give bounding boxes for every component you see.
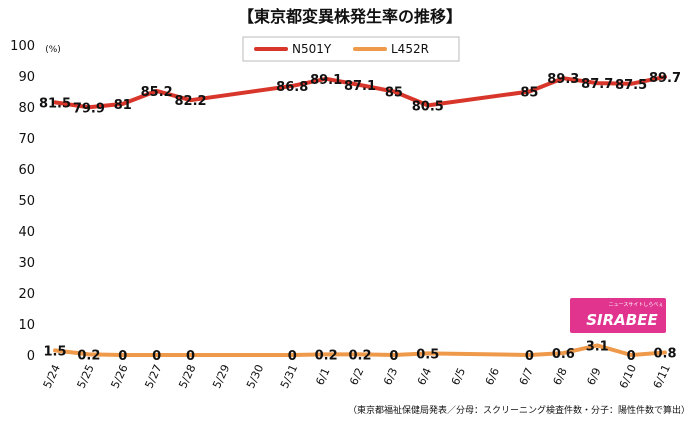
x-tick-label: 5/30: [244, 363, 266, 391]
chart-legend: N501Y L452R: [242, 36, 460, 62]
data-label: 0: [627, 349, 636, 364]
x-tick-label: 6/4: [415, 366, 434, 388]
data-label: 0.2: [348, 348, 371, 363]
logo-wordmark: SIRABEE: [586, 311, 658, 329]
data-label: 79.9: [73, 101, 105, 116]
data-label: 82.2: [175, 94, 207, 109]
logo-background: [570, 298, 666, 333]
data-label: 0.8: [653, 347, 676, 362]
data-label: 89.3: [547, 72, 579, 87]
data-label: 0: [186, 349, 195, 364]
x-tick-label: 5/27: [142, 363, 164, 391]
y-tick-label: 30: [18, 256, 35, 271]
x-tick-label: 6/5: [449, 366, 468, 388]
x-tick-label: 6/9: [584, 366, 603, 388]
x-tick-label: 6/6: [483, 366, 502, 388]
series-line-l452r: [53, 343, 667, 357]
x-tick-label: 6/1: [313, 366, 332, 388]
data-label: 87.1: [344, 79, 376, 94]
logo-tagline: ニュースサイトしらべぇ: [609, 302, 664, 308]
data-label: 80.5: [412, 99, 444, 114]
data-label: 0.6: [552, 347, 575, 362]
chart-title: 【東京都変異株発生率の推移】: [238, 7, 462, 26]
y-axis: 0 10 20 30 40 50 60 70 80 90 100: [10, 39, 35, 364]
data-label: 85: [520, 86, 538, 101]
sirabee-logo: ニュースサイトしらべぇ SIRABEE: [570, 298, 666, 333]
data-label: 85: [385, 86, 403, 101]
data-label: 0: [118, 349, 127, 364]
x-axis: 5/24 5/25 5/26 5/27 5/28 5/29 5/30 5/31 6/1 6/2 6/…: [41, 363, 673, 391]
x-tick-label: 5/29: [210, 363, 232, 391]
x-tick-label: 5/24: [41, 363, 63, 391]
data-label: 0.2: [315, 348, 338, 363]
y-tick-label: 10: [18, 318, 35, 333]
data-label: 3.1: [586, 339, 609, 354]
data-label: 0: [525, 349, 534, 364]
data-label: 0.5: [416, 347, 439, 362]
series-line-n501y: [53, 74, 667, 110]
x-tick-label: 6/8: [551, 366, 570, 388]
y-axis-unit: (%): [45, 45, 61, 55]
x-tick-label: 5/25: [75, 363, 97, 391]
y-tick-label: 70: [18, 132, 35, 147]
x-tick-label: 5/26: [108, 363, 130, 391]
x-tick-label: 6/3: [381, 366, 400, 388]
y-tick-label: 40: [18, 225, 35, 240]
data-label: 0: [288, 349, 297, 364]
chart-series: [53, 74, 667, 357]
x-tick-label: 5/28: [176, 363, 198, 391]
legend-label: L452R: [391, 42, 429, 56]
y-tick-label: 0: [27, 349, 35, 364]
x-tick-label: 5/31: [278, 363, 300, 391]
data-label: 0: [389, 349, 398, 364]
data-label: 89.7: [649, 71, 681, 86]
data-label: 1.5: [43, 344, 66, 359]
x-tick-label: 6/10: [617, 363, 639, 391]
data-label: 87.5: [615, 78, 647, 93]
data-label: 89.1: [310, 73, 342, 88]
y-tick-label: 90: [18, 70, 35, 85]
data-labels: 81.5 79.9 81 85.282.2 86.8 89.1 87.1 85 80.5 85 89…: [39, 71, 681, 364]
data-label: 86.8: [276, 80, 308, 95]
data-label: 0.2: [77, 348, 100, 363]
data-label: 87.7: [581, 77, 613, 92]
x-tick-label: 6/7: [517, 366, 536, 388]
legend-label: N501Y: [292, 42, 332, 56]
data-label: 81: [114, 98, 132, 113]
y-tick-label: 20: [18, 287, 35, 302]
x-tick-label: 6/2: [347, 366, 366, 388]
y-tick-label: 80: [18, 101, 35, 116]
x-tick-label: 6/11: [651, 363, 673, 391]
data-label: 0: [152, 349, 161, 364]
y-tick-label: 60: [18, 163, 35, 178]
data-label: 85.2: [141, 85, 173, 100]
data-label: 81.5: [39, 96, 71, 111]
y-tick-label: 100: [10, 39, 35, 54]
source-note: （東京都福祉保健局発表／分母：スクリーニング検査件数・分子：陽性件数で算出）: [348, 404, 690, 416]
y-tick-label: 50: [18, 194, 35, 209]
